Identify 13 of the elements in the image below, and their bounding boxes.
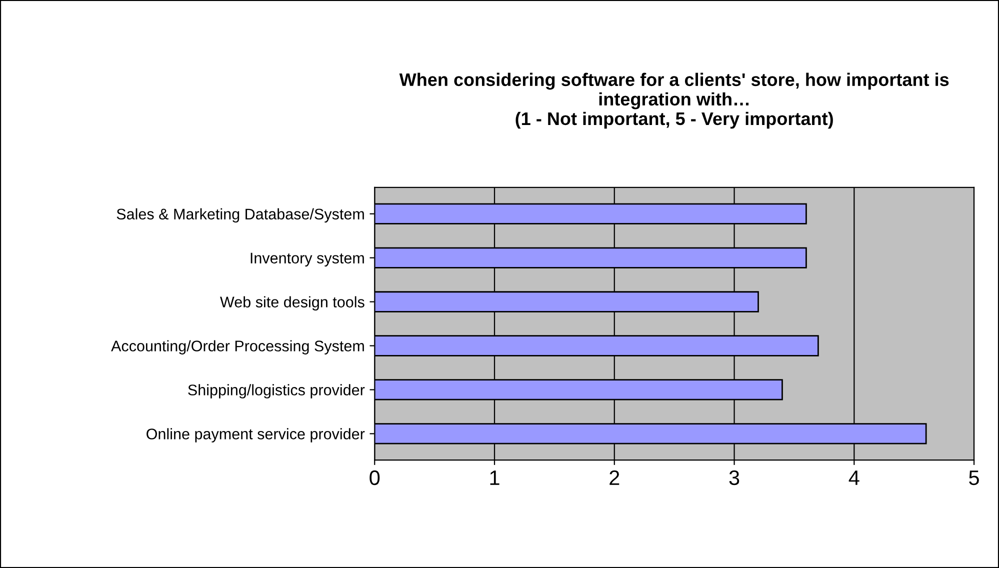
y-tick-label: Shipping/logistics provider [188,384,365,398]
y-tick-label: Sales & Marketing Database/System [116,208,364,223]
y-tick-label: Web site design tools [220,296,364,310]
y-tick-label: Accounting/Order Processing System [111,340,364,354]
chart-title: When considering software for a clients' store, how important is integration with… (1 - Not important, 5 - Very important) [399,72,949,129]
y-tick-label: Online payment service provider [146,428,365,442]
x-tick-label: 5 [969,470,979,486]
x-tick-label: 1 [490,470,500,485]
x-tick-label: 2 [610,470,620,485]
x-tick-label: 4 [848,470,860,485]
y-tick-label: Inventory system [250,252,364,267]
x-tick-label: 3 [729,470,740,486]
x-tick-label: 0 [370,470,380,486]
